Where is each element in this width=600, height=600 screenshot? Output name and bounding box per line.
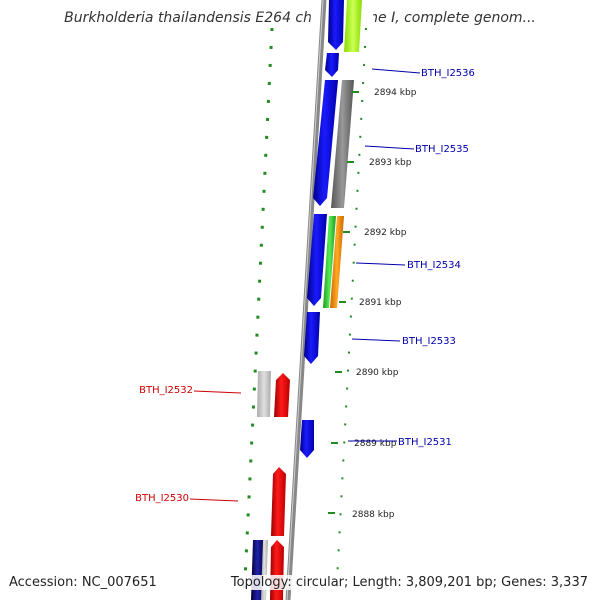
scale-label: 2892 kbp [364,228,407,238]
gene-label-reverse[interactable]: BTH_I2532 [139,385,193,396]
gene-orange-2534[interactable] [330,216,344,308]
label-leader-line [193,390,242,394]
outer-tick-track-left [242,27,274,600]
label-leader-line [364,145,415,150]
map-title: Burkholderia thailandensis E264 chromoso… [64,10,536,26]
gene-reverse-cds-bottom[interactable] [270,540,284,600]
gene-light-2532[interactable] [257,371,271,417]
scale-label: 2891 kbp [359,298,402,308]
accession-number: Accession: NC_007651 [9,575,157,590]
label-leader-line [189,498,239,502]
gene-lime-top[interactable] [344,0,362,52]
gene-label-forward[interactable]: BTH_I2535 [415,144,469,155]
gene-forward-cds-2533[interactable] [304,312,320,364]
scale-label: 2894 kbp [374,88,417,98]
scale-label: 2893 kbp [369,158,412,168]
genome-summary: Topology: circular; Length: 3,809,201 bp… [228,575,590,590]
scale-label: 2888 kbp [352,510,395,520]
genome-backbone-highlight [286,0,324,600]
gene-gray-2535[interactable] [331,80,354,208]
gene-labels[interactable]: BTH_I2536 BTH_I2535 BTH_I2534 BTH_I2533 BTH_… [135,68,475,504]
gene-reverse-cds-2530[interactable] [271,467,286,536]
gene-label-forward[interactable]: BTH_I2534 [407,260,461,271]
gene-forward-cds-2535[interactable] [313,80,338,206]
gene-label-forward[interactable]: BTH_I2533 [402,336,456,347]
gene-forward-cds-2531[interactable] [300,420,314,458]
gene-forward-cds-2536[interactable] [325,53,339,77]
gene-label-forward[interactable]: BTH_I2531 [398,437,452,448]
gene-reverse-cds-2532[interactable] [274,373,290,417]
scale-label: 2889 kbp [354,439,397,449]
gene-label-reverse[interactable]: BTH_I2530 [135,493,189,504]
gene-green-2534[interactable] [323,216,336,308]
label-leader-line [355,262,406,266]
label-leader-line [351,338,401,342]
label-leader-line [371,68,421,74]
gene-label-forward[interactable]: BTH_I2536 [421,68,475,79]
genome-backbone [285,0,327,600]
gene-forward-cds-top[interactable] [328,0,344,50]
scale-markers: 2894 kbp 2893 kbp 2892 kbp 2891 kbp 2890 kbp… [328,88,417,520]
scale-label: 2890 kbp [356,368,399,378]
gene-forward-cds-2534[interactable] [307,214,327,306]
